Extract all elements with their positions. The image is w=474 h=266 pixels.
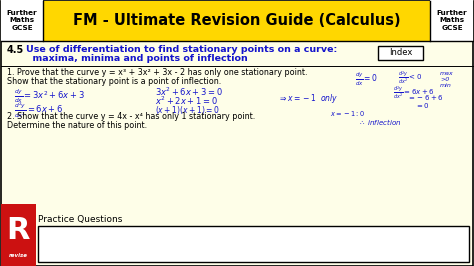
- Text: $\frac{dy}{dx} = 0$: $\frac{dy}{dx} = 0$: [355, 70, 378, 88]
- Text: min: min: [440, 83, 452, 88]
- Text: $\therefore$ inflection: $\therefore$ inflection: [358, 117, 401, 127]
- Text: Index: Index: [389, 48, 413, 57]
- Text: Show that the stationary point is a point of inflection.: Show that the stationary point is a poin…: [7, 77, 221, 86]
- Text: $= 0$: $= 0$: [415, 101, 429, 110]
- FancyBboxPatch shape: [0, 1, 474, 41]
- Text: $\frac{d^2y}{dx^2} < 0$: $\frac{d^2y}{dx^2} < 0$: [398, 69, 422, 86]
- Text: $3x^2 + 6x + 3 = 0$: $3x^2 + 6x + 3 = 0$: [155, 86, 223, 98]
- Text: 1. Prove that the curve y = x³ + 3x² + 3x - 2 has only one stationary point.: 1. Prove that the curve y = x³ + 3x² + 3…: [7, 68, 308, 77]
- Text: $\frac{dy}{dx} = 3x^2 + 6x + 3$: $\frac{dy}{dx} = 3x^2 + 6x + 3$: [14, 87, 85, 105]
- Text: >0: >0: [440, 77, 449, 82]
- Text: R: R: [7, 215, 30, 244]
- FancyBboxPatch shape: [0, 0, 44, 41]
- FancyBboxPatch shape: [0, 203, 36, 265]
- Text: $= -6 + 6$: $= -6 + 6$: [407, 93, 443, 102]
- Text: max: max: [440, 71, 454, 76]
- Text: Determine the nature of this point.: Determine the nature of this point.: [7, 121, 147, 130]
- Text: Further
Maths
GCSE: Further Maths GCSE: [437, 10, 467, 31]
- FancyBboxPatch shape: [430, 0, 474, 41]
- Text: $\frac{d^2y}{dx^2} = 6x + 6$: $\frac{d^2y}{dx^2} = 6x + 6$: [14, 100, 63, 120]
- Text: Use of differentiation to find stationary points on a curve:: Use of differentiation to find stationar…: [26, 45, 337, 54]
- Text: $x^2 + 2x + 1 = 0$: $x^2 + 2x + 1 = 0$: [155, 95, 218, 107]
- Text: $(x+1)(x+1) = 0$: $(x+1)(x+1) = 0$: [155, 104, 220, 116]
- Text: $x = -1: 0$: $x = -1: 0$: [330, 109, 365, 118]
- Text: Further
Maths
GCSE: Further Maths GCSE: [7, 10, 37, 31]
- Text: revise: revise: [9, 253, 28, 258]
- Text: Practice Questions: Practice Questions: [38, 215, 122, 224]
- Text: 4.5: 4.5: [7, 45, 24, 55]
- Text: $\frac{d^2y}{dx^2} = 6x + 6$: $\frac{d^2y}{dx^2} = 6x + 6$: [393, 84, 434, 101]
- Text: FM - Ultimate Revision Guide (Calculus): FM - Ultimate Revision Guide (Calculus): [73, 13, 401, 28]
- FancyBboxPatch shape: [379, 45, 423, 60]
- Text: 2. Show that the curve y = 4x - x⁴ has only 1 stationary point.: 2. Show that the curve y = 4x - x⁴ has o…: [7, 112, 255, 121]
- Text: maxima, minima and points of inflection: maxima, minima and points of inflection: [26, 54, 248, 63]
- FancyBboxPatch shape: [38, 226, 469, 262]
- Text: $\Rightarrow x = -1$  only: $\Rightarrow x = -1$ only: [278, 92, 338, 105]
